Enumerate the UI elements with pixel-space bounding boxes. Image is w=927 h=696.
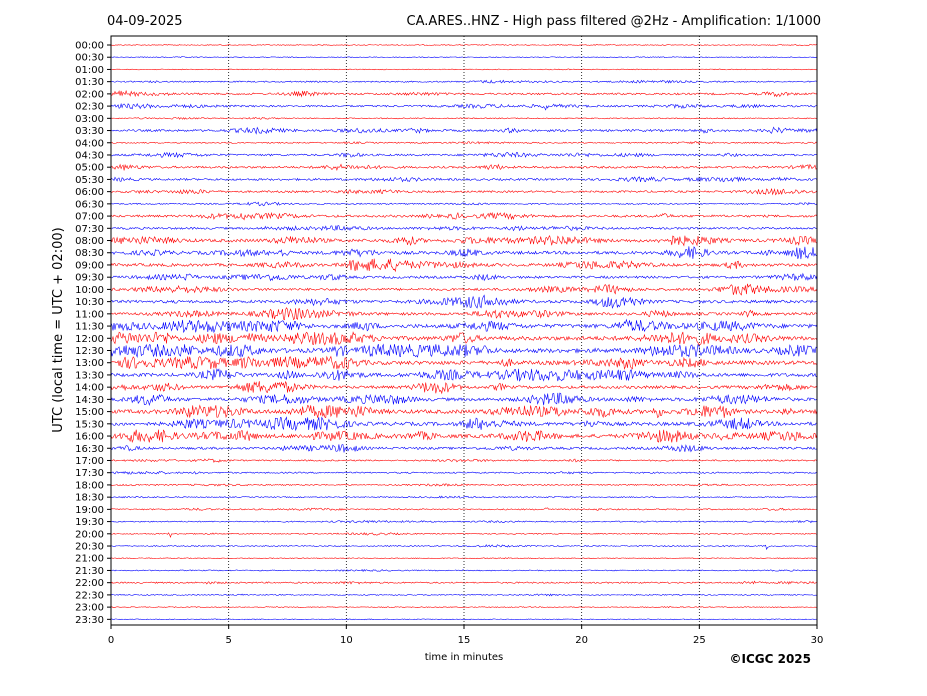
y-tick-label: 14:30 (75, 395, 104, 406)
trace-row-0530 (110, 176, 818, 183)
y-axis-label: UTC (local time = UTC + 02:00) (51, 227, 66, 432)
y-tick-label: 16:00 (75, 432, 104, 443)
x-tick-label: 15 (458, 635, 471, 646)
trace-row-1630 (110, 444, 818, 453)
y-tick-label: 23:00 (75, 603, 104, 614)
chart-station-title: CA.ARES..HNZ - High pass filtered @2Hz -… (407, 14, 821, 29)
y-tick-label: 12:30 (75, 346, 104, 357)
y-tick-label: 21:30 (75, 566, 104, 577)
chart-date-title: 04-09-2025 (107, 14, 183, 29)
y-tick-label: 19:00 (75, 505, 104, 516)
y-tick-label: 02:30 (75, 102, 104, 113)
y-tick-label: 11:00 (75, 309, 104, 320)
y-tick-label: 08:30 (75, 248, 104, 259)
trace-row-0430 (110, 151, 818, 159)
y-tick-label: 05:30 (75, 175, 104, 186)
y-tick-label: 01:30 (75, 77, 104, 88)
y-tick-label: 03:00 (75, 114, 104, 125)
y-tick-label: 13:00 (75, 358, 104, 369)
x-tick-label: 5 (225, 635, 231, 646)
x-tick-label: 20 (575, 635, 588, 646)
y-tick-label: 22:00 (75, 578, 104, 589)
x-axis-label: time in minutes (425, 652, 504, 663)
y-tick-label: 06:00 (75, 187, 104, 198)
trace-row-1930 (110, 519, 818, 524)
y-tick-label: 11:30 (75, 322, 104, 333)
trace-row-1900 (110, 507, 818, 511)
trace-row-0600 (110, 188, 818, 196)
y-tick-label: 08:00 (75, 236, 104, 247)
y-tick-label: 13:30 (75, 370, 104, 381)
trace-row-1730 (110, 470, 818, 475)
y-tick-label: 07:00 (75, 212, 104, 223)
y-tick-label: 16:30 (75, 444, 104, 455)
y-tick-label: 00:00 (75, 41, 104, 52)
y-tick-label: 09:30 (75, 273, 104, 284)
y-tick-label: 02:00 (75, 89, 104, 100)
trace-row-1830 (110, 495, 818, 499)
y-tick-label: 23:30 (75, 615, 104, 626)
y-tick-label: 00:30 (75, 53, 104, 64)
trace-row-1300 (110, 355, 818, 370)
y-tick-label: 09:00 (75, 260, 104, 271)
y-tick-label: 15:30 (75, 419, 104, 430)
y-tick-label: 06:30 (75, 199, 104, 210)
y-tick-label: 10:30 (75, 297, 104, 308)
trace-row-1430 (110, 392, 818, 406)
y-tick-label: 17:30 (75, 468, 104, 479)
y-tick-label: 14:00 (75, 383, 104, 394)
x-tick-label: 30 (811, 635, 824, 646)
x-tick-label: 0 (108, 635, 114, 646)
trace-row-1400 (110, 380, 818, 395)
y-tick-label: 07:30 (75, 224, 104, 235)
y-tick-label: 04:00 (75, 138, 104, 149)
trace-row-0930 (110, 272, 818, 282)
y-tick-label: 20:00 (75, 529, 104, 540)
y-tick-label: 21:00 (75, 554, 104, 565)
trace-row-1100 (110, 307, 818, 321)
seismic-traces (110, 44, 818, 621)
trace-row-1130 (110, 318, 818, 334)
trace-row-1530 (110, 416, 818, 432)
trace-row-0400 (110, 141, 818, 145)
x-axis-ticks: 0 5 10 15 20 25 30 (108, 625, 824, 646)
y-tick-label: 18:30 (75, 493, 104, 504)
x-tick-label: 25 (693, 635, 706, 646)
trace-row-0500 (110, 163, 818, 171)
trace-row-1800 (110, 483, 818, 487)
x-tick-label: 10 (340, 635, 353, 646)
trace-row-1600 (110, 429, 818, 444)
trace-row-1700 (110, 458, 818, 463)
trace-row-2030 (110, 544, 818, 551)
y-tick-label: 15:00 (75, 407, 104, 418)
y-tick-label: 01:00 (75, 65, 104, 76)
y-tick-label: 18:00 (75, 480, 104, 491)
y-tick-label: 17:00 (75, 456, 104, 467)
y-tick-label: 10:00 (75, 285, 104, 296)
vertical-gridlines (228, 36, 700, 625)
y-tick-label: 19:30 (75, 517, 104, 528)
trace-row-0630 (110, 201, 818, 207)
trace-row-2330 (110, 618, 818, 621)
trace-row-1030 (110, 294, 818, 309)
trace-row-0330 (110, 126, 818, 135)
y-tick-label: 22:30 (75, 590, 104, 601)
y-tick-label: 04:30 (75, 150, 104, 161)
copyright-label: ©ICGC 2025 (729, 652, 811, 666)
y-tick-label: 03:30 (75, 126, 104, 137)
trace-row-1330 (110, 368, 818, 382)
y-tick-label: 20:30 (75, 542, 104, 553)
y-tick-label: 12:00 (75, 334, 104, 345)
plot-frame (110, 35, 818, 626)
y-tick-label: 05:00 (75, 163, 104, 174)
